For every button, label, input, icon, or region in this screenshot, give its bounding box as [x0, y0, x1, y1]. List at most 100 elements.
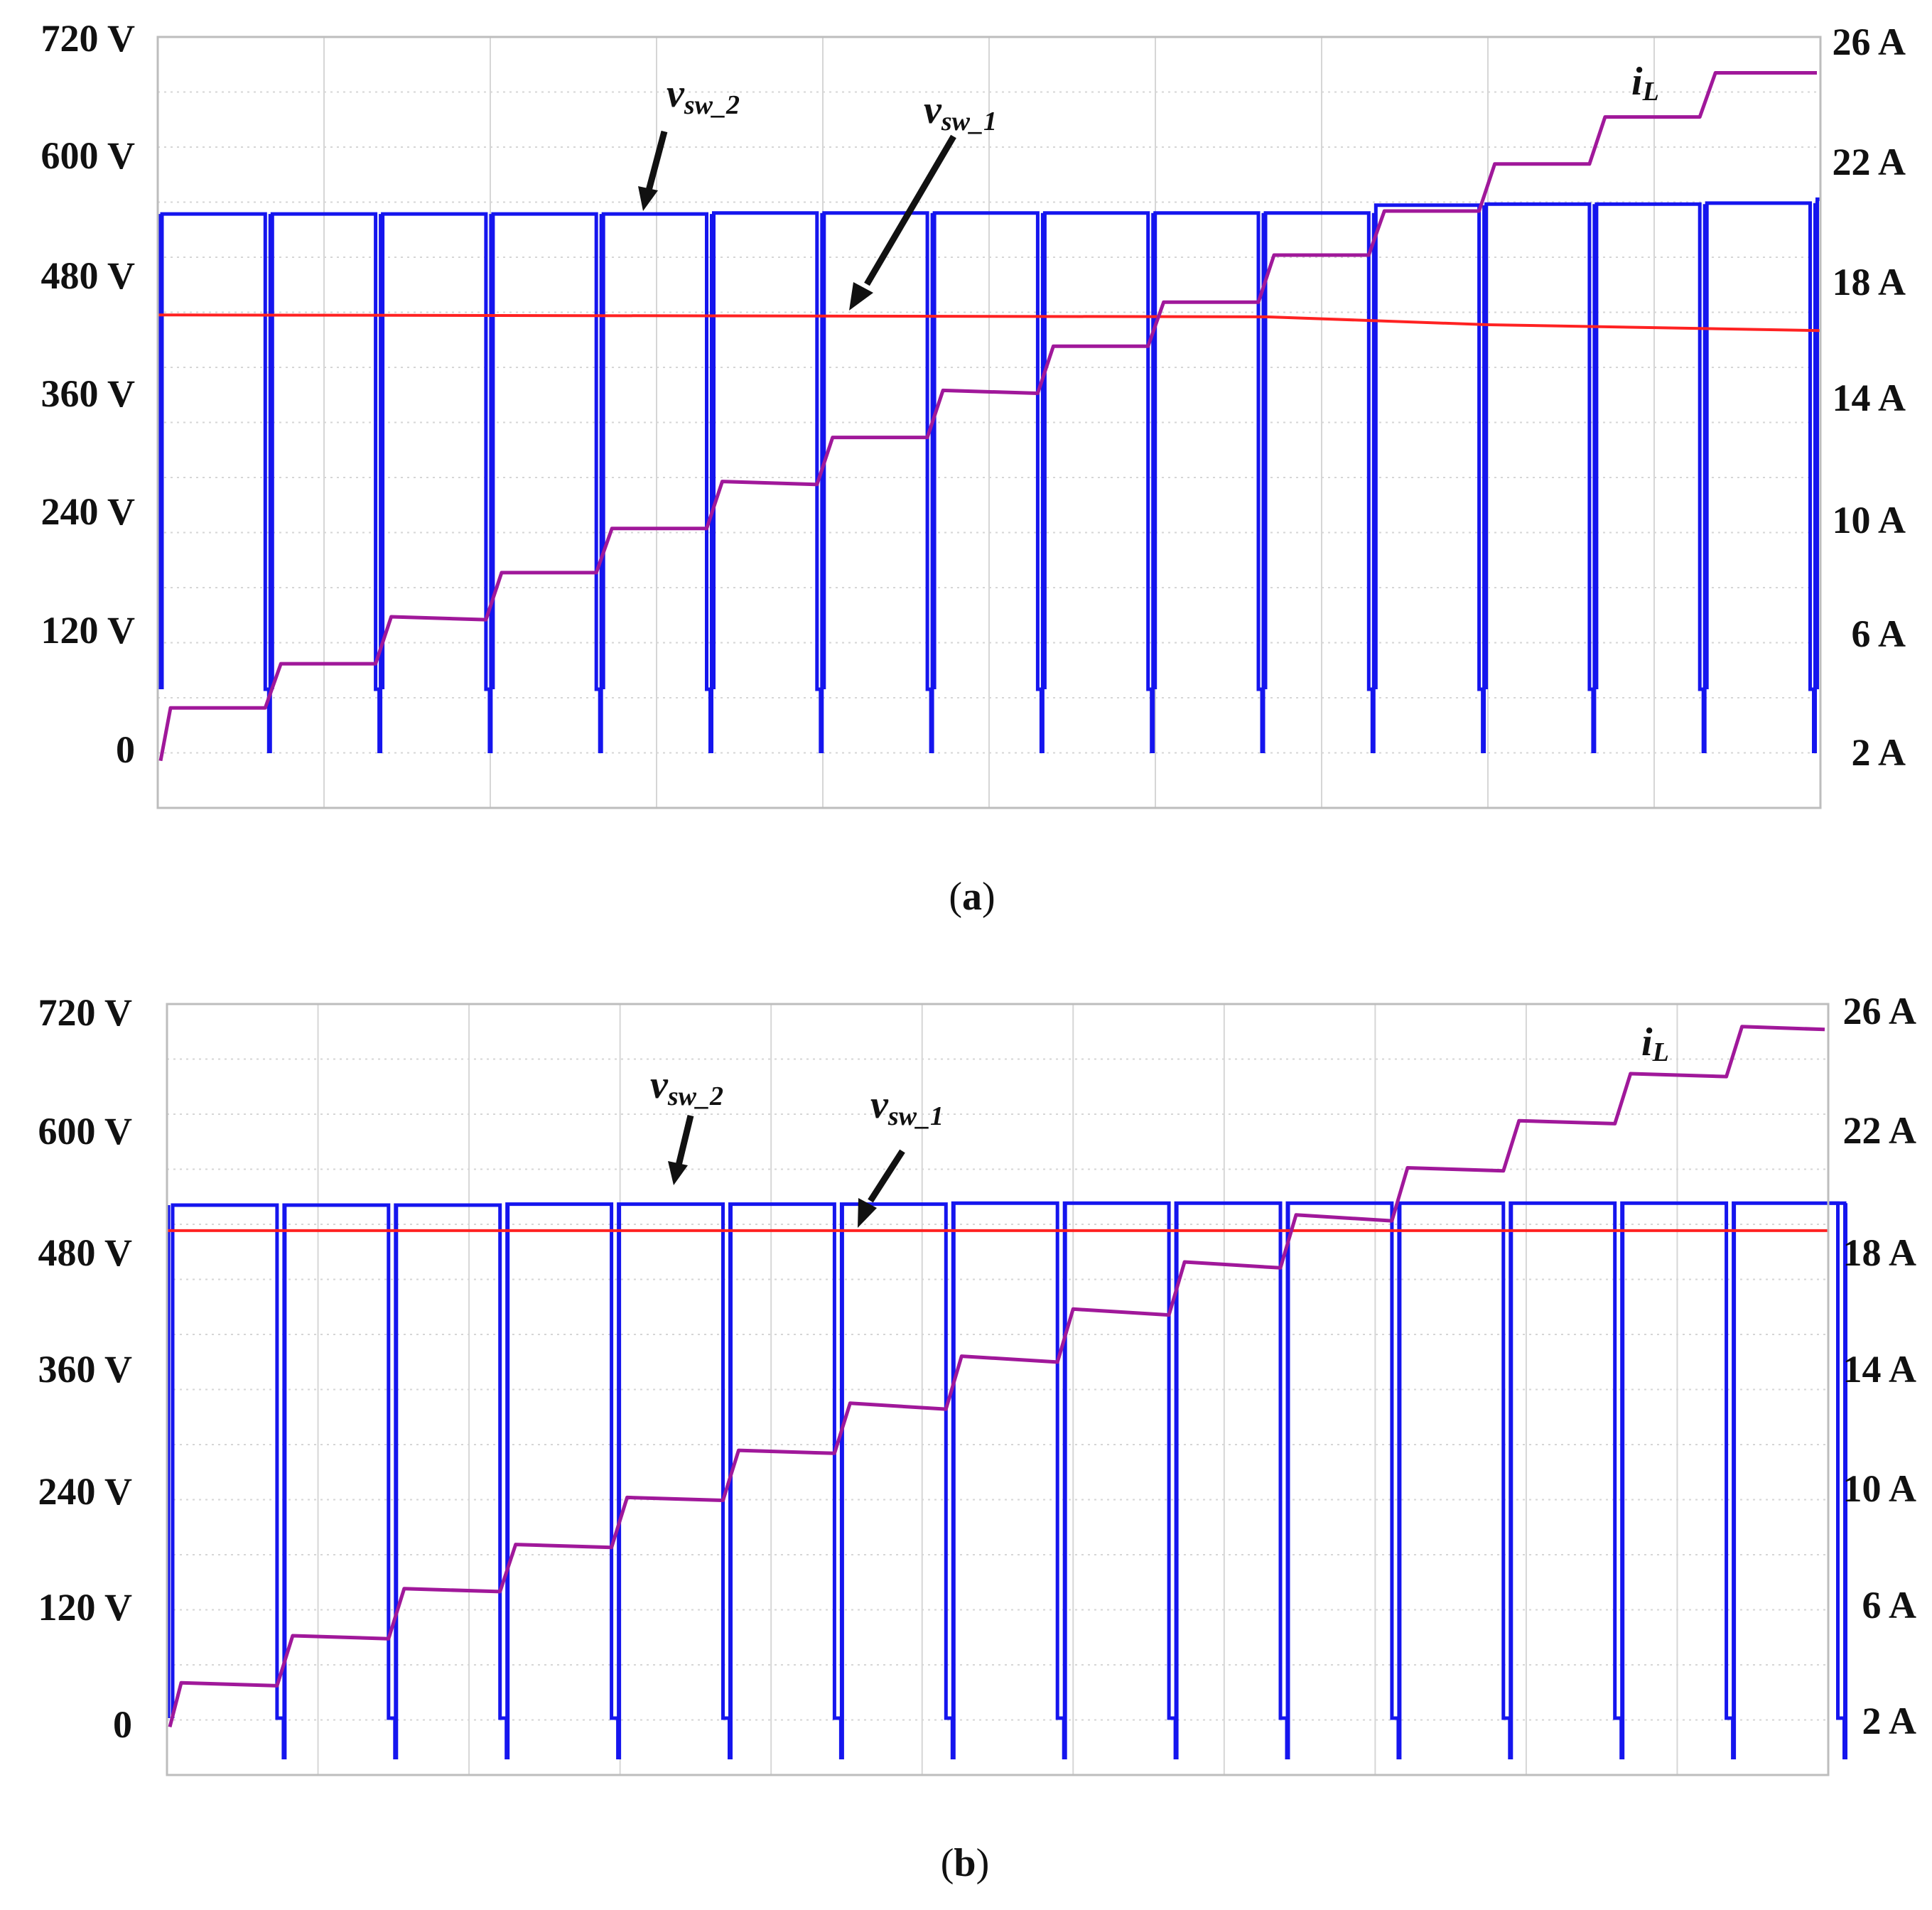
vsw2-annotation-a: vsw_2 [638, 72, 740, 211]
vsw2-pulse [270, 212, 383, 753]
y-left-tick-label: 360 V [41, 372, 135, 415]
y-right-tick-label: 6 A [1862, 1584, 1916, 1626]
plot-area-b [166, 1003, 1847, 1776]
iL-label-sub: L [1642, 77, 1659, 107]
y-right-ticks-a: 26 A 22 A 18 A 14 A 10 A 6 A 2 A [1832, 21, 1906, 774]
vsw1-line [157, 313, 1821, 333]
y-left-tick-label: 600 V [41, 134, 135, 177]
vsw2-pulse [601, 212, 713, 753]
series-vsw2-a [157, 197, 1820, 753]
y-right-tick-label: 14 A [1832, 377, 1906, 419]
y-right-tick-label: 18 A [1832, 261, 1906, 303]
vsw2-pulse [1042, 211, 1155, 753]
vsw2-pulse [822, 211, 934, 753]
plot-frame-a [156, 36, 1822, 809]
svg-text:vsw_2: vsw_2 [667, 72, 740, 120]
iL-label-sub: L [1652, 1037, 1669, 1067]
vsw1-arrowhead [849, 282, 873, 311]
y-right-tick-label: 22 A [1842, 1109, 1916, 1152]
y-left-tick-label: 240 V [41, 490, 135, 533]
y-left-tick-label: 480 V [41, 254, 135, 297]
vsw2-pulse [1594, 202, 1707, 753]
y-right-tick-label: 14 A [1842, 1348, 1916, 1391]
vsw1-arrow [864, 134, 956, 286]
vsw2-pulse [1828, 1201, 1847, 1718]
vsw2-arrow [675, 1114, 694, 1167]
vsw2-pulse [1263, 211, 1376, 753]
y-left-tick-label: 720 V [41, 17, 135, 60]
vsw2-pulse [160, 212, 272, 753]
grid-b [167, 1004, 1828, 1775]
panel-caption-a: (a) [949, 875, 995, 919]
y-right-tick-label: 22 A [1832, 141, 1906, 183]
vsw2-arrow [645, 130, 668, 192]
panel-letter-a: a [962, 875, 982, 919]
svg-text:iL: iL [1631, 60, 1659, 107]
vsw2-pulse [1705, 201, 1817, 753]
vsw1-label-main: v [870, 1083, 889, 1127]
panel-b: 720 V 600 V 480 V 360 V 240 V 120 V 0 26… [38, 990, 1916, 1885]
vsw1-arrow [868, 1149, 905, 1203]
iL-line [168, 1025, 1825, 1728]
svg-text:vsw_1: vsw_1 [924, 88, 997, 136]
series-vsw2-b [166, 1201, 1847, 1759]
vsw1-label-sub: sw_1 [941, 107, 997, 136]
iL-annotation-a: iL [1631, 60, 1659, 107]
iL-label-main: i [1631, 60, 1643, 104]
series-iL-a [158, 71, 1817, 762]
plot-area-a [156, 36, 1822, 809]
y-left-tick-label: 720 V [38, 991, 132, 1034]
y-left-tick-label: 120 V [41, 609, 135, 652]
y-left-tick-label: 0 [113, 1703, 132, 1746]
vsw2-label-main: v [667, 72, 685, 116]
vsw1-label-sub: sw_1 [887, 1101, 944, 1131]
svg-text:vsw_1: vsw_1 [870, 1083, 944, 1131]
y-right-tick-label: 2 A [1851, 731, 1906, 774]
iL-line [158, 71, 1817, 762]
panel-letter-b: b [954, 1841, 976, 1885]
vsw2-label-main: v [650, 1063, 669, 1107]
y-right-tick-label: 26 A [1832, 21, 1906, 63]
vsw2-arrowhead [638, 186, 658, 211]
iL-label-main: i [1641, 1020, 1653, 1064]
vsw2-pulse [491, 212, 603, 753]
vsw2-pulse [712, 211, 824, 753]
panel-a: 720 V 600 V 480 V 360 V 240 V 120 V 0 26… [0, 0, 1932, 919]
y-right-tick-label: 2 A [1862, 1700, 1916, 1742]
series-vsw1-a [157, 313, 1821, 333]
panel-caption-b: (b) [941, 1841, 989, 1885]
y-right-tick-label: 26 A [1842, 990, 1916, 1032]
vsw2-pulse [1374, 203, 1486, 753]
vsw1-label-main: v [924, 88, 942, 132]
vsw1-arrowhead [858, 1198, 877, 1228]
iL-annotation-b: iL [1641, 1020, 1669, 1067]
vsw2-annotation-b: vsw_2 [650, 1063, 723, 1185]
svg-text:vsw_2: vsw_2 [650, 1063, 723, 1111]
vsw2-pulse [932, 211, 1045, 753]
y-left-tick-label: 360 V [38, 1348, 132, 1391]
vsw2-pulse [1153, 211, 1265, 753]
vsw2-pulse [381, 212, 493, 753]
vsw1-annotation-b: vsw_1 [858, 1083, 944, 1228]
y-left-tick-label: 240 V [38, 1470, 132, 1513]
vsw2-pulse [1484, 202, 1597, 753]
y-right-tick-label: 10 A [1842, 1467, 1916, 1510]
vsw2-arrowhead [668, 1161, 688, 1185]
y-left-tick-label: 120 V [38, 1586, 132, 1629]
vsw1-annotation-a: vsw_1 [849, 88, 997, 311]
y-right-tick-label: 10 A [1832, 499, 1906, 541]
y-left-ticks-a: 720 V 600 V 480 V 360 V 240 V 120 V 0 [41, 17, 135, 771]
vsw2-label-sub: sw_2 [667, 1081, 723, 1111]
vsw2-label-sub: sw_2 [684, 90, 740, 120]
y-left-tick-label: 480 V [38, 1231, 132, 1274]
plot-frame-b [166, 1003, 1830, 1776]
y-right-ticks-b: 26 A 22 A 18 A 14 A 10 A 6 A 2 A [1842, 990, 1916, 1742]
y-left-tick-label: 0 [116, 728, 135, 771]
y-left-tick-label: 600 V [38, 1110, 132, 1153]
svg-text:iL: iL [1641, 1020, 1669, 1067]
y-left-ticks-b: 720 V 600 V 480 V 360 V 240 V 120 V 0 [38, 991, 132, 1746]
y-right-tick-label: 18 A [1842, 1231, 1916, 1274]
series-iL-b [168, 1025, 1825, 1728]
y-right-tick-label: 6 A [1851, 613, 1906, 655]
